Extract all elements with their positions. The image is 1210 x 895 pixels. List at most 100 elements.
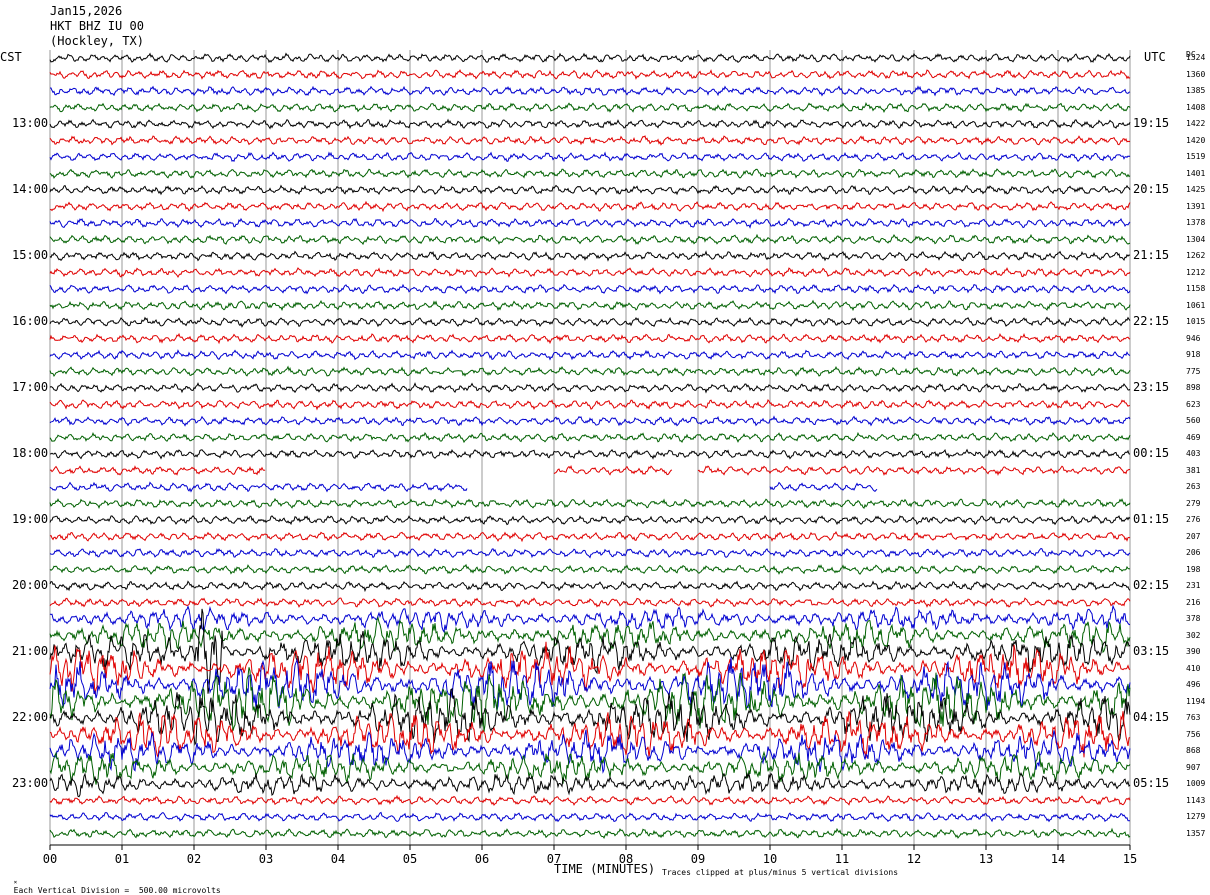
seismic-trace-23 [49, 431, 1131, 444]
dc-offset-value: 496 [1186, 680, 1201, 689]
x-tick-label: 06 [474, 852, 490, 866]
dc-offset-value: 898 [1186, 383, 1201, 392]
dc-offset-value: 207 [1186, 531, 1201, 541]
dc-offset-value: 410 [1186, 663, 1201, 673]
seismic-trace-42 [49, 729, 1131, 774]
seismic-trace-47 [49, 827, 1131, 839]
dc-offset-value: 378 [1186, 614, 1201, 623]
dc-offset-value: 560 [1186, 416, 1201, 425]
x-tick-label: 04 [330, 852, 346, 866]
dc-offset-value: 381 [1186, 465, 1201, 475]
dc-offset-value: 907 [1186, 762, 1201, 772]
seismic-trace-6 [49, 151, 1131, 163]
dc-offset-value: 775 [1186, 366, 1201, 376]
dc-offset-value: 1262 [1186, 251, 1206, 260]
right-hour-label: 02:15 [1133, 578, 1170, 592]
dc-offset-value: 918 [1186, 350, 1201, 359]
dc-offset-value: 1009 [1186, 779, 1206, 788]
dc-offset-value: 390 [1186, 647, 1201, 656]
dc-offset-value: 1401 [1186, 168, 1206, 178]
dc-offset-value: 946 [1186, 333, 1201, 343]
seismic-trace-14 [49, 283, 1131, 295]
left-timezone-label: CST [0, 50, 22, 64]
left-hour-label: 13:00 [12, 116, 49, 130]
dc-offset-value: 263 [1186, 482, 1201, 491]
x-tick-label: 02 [186, 852, 202, 866]
dc-offset-value: 279 [1186, 498, 1201, 508]
seismic-trace-46 [49, 811, 1130, 823]
x-tick-label: 00 [42, 852, 58, 866]
right-hour-label: 03:15 [1133, 644, 1170, 658]
dc-offset-value: 1061 [1186, 300, 1206, 310]
dc-offset-value: 1360 [1186, 69, 1206, 79]
left-hour-label: 20:00 [12, 578, 49, 592]
dc-offset-value: 1158 [1186, 284, 1206, 293]
dc-offset-value: 1304 [1186, 234, 1206, 244]
seismic-trace-27 [49, 497, 1131, 510]
dc-offset-value: 198 [1186, 564, 1201, 574]
dc-header-label: DC [1186, 50, 1196, 59]
dc-offset-value: 1194 [1186, 696, 1206, 706]
dc-offset-value: 1324 [1186, 53, 1206, 62]
left-hour-label: 19:00 [12, 512, 49, 526]
dc-offset-value: 302 [1186, 630, 1201, 640]
scale-note: ⨯ Each Vertical Division = 500.00 microv… [4, 868, 221, 895]
dc-offset-value: 1015 [1186, 317, 1206, 326]
x-tick-label: 10 [762, 852, 778, 866]
dc-offset-value: 868 [1186, 746, 1201, 755]
seismic-trace-19 [49, 365, 1131, 378]
seismic-trace-1 [49, 69, 1131, 80]
left-hour-label: 23:00 [12, 776, 49, 790]
seismic-trace-45 [49, 794, 1131, 806]
dc-offset-value: 231 [1186, 581, 1201, 590]
right-hour-label: 21:15 [1133, 248, 1170, 262]
dc-offset-value: 1279 [1186, 812, 1206, 821]
seismic-trace-0 [49, 52, 1131, 64]
dc-offset-value: 206 [1186, 548, 1201, 557]
seismic-trace-30 [49, 547, 1131, 559]
left-hour-label: 21:00 [12, 644, 49, 658]
seismic-trace-4 [49, 118, 1131, 130]
dc-offset-value: 1143 [1186, 795, 1206, 805]
right-timezone-label: UTC [1144, 50, 1166, 64]
seismic-trace-18 [49, 349, 1131, 361]
right-hour-label: 20:15 [1133, 182, 1170, 196]
right-hour-label: 19:15 [1133, 116, 1170, 130]
seismic-trace-37 [49, 641, 1131, 695]
left-hour-label: 22:00 [12, 710, 49, 724]
dc-offset-value: 403 [1186, 449, 1201, 458]
seismic-trace-13 [49, 267, 1131, 279]
seismic-trace-20 [49, 382, 1131, 394]
dc-offset-value: 1385 [1186, 86, 1206, 95]
seismic-trace-21 [49, 398, 1130, 411]
dc-offset-value: 216 [1186, 597, 1201, 607]
seismic-trace-24 [50, 448, 1131, 460]
dc-offset-value: 469 [1186, 432, 1201, 442]
dc-offset-value: 1408 [1186, 102, 1206, 112]
seismic-trace-11 [49, 233, 1131, 246]
x-tick-label: 01 [114, 852, 130, 866]
seismic-trace-29 [49, 531, 1131, 543]
seismic-trace-25 [49, 465, 1131, 477]
seismic-trace-38 [49, 657, 1131, 711]
seismic-trace-16 [49, 316, 1131, 328]
plot-date: Jan15,2026 [50, 4, 123, 18]
right-hour-label: 23:15 [1133, 380, 1170, 394]
dc-offset-value: 763 [1186, 713, 1201, 722]
station-code: HKT BHZ IU 00 [50, 19, 144, 33]
x-tick-label: 12 [906, 852, 922, 866]
seismic-trace-5 [49, 135, 1131, 146]
seismic-trace-43 [49, 750, 1131, 785]
right-hour-label: 22:15 [1133, 314, 1170, 328]
dc-offset-value: 1212 [1186, 267, 1206, 277]
dc-offset-value: 623 [1186, 399, 1201, 409]
right-hour-label: 01:15 [1133, 512, 1170, 526]
dc-offset-value: 1422 [1186, 119, 1206, 128]
dc-offset-value: 276 [1186, 515, 1201, 524]
plot-header: Jan15,2026 HKT BHZ IU 00 (Hockley, TX) [50, 4, 144, 49]
seismic-trace-15 [49, 299, 1131, 312]
left-hour-label: 18:00 [12, 446, 49, 460]
seismic-trace-32 [49, 580, 1131, 593]
x-tick-label: 07 [546, 852, 562, 866]
